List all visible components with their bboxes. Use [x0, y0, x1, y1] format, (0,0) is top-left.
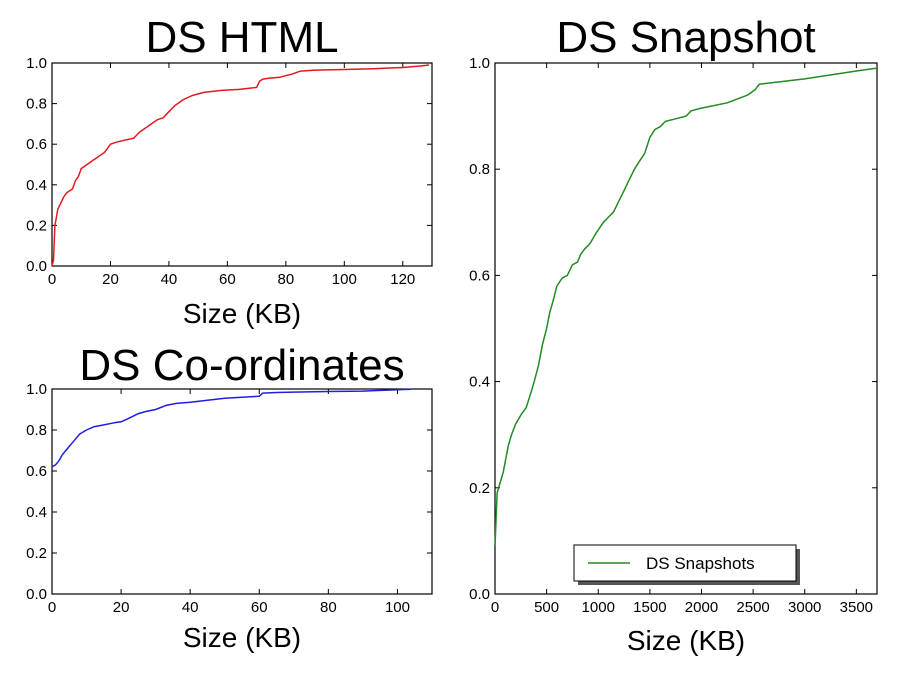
- series-line-0: [51, 64, 430, 267]
- y-tick-label: 0.8: [26, 96, 47, 113]
- x-axis-label: Size (KB): [183, 622, 301, 653]
- y-tick-label: 0.2: [26, 545, 47, 562]
- series-line-0: [51, 388, 412, 468]
- x-tick-label: 500: [534, 599, 559, 616]
- plot-frame: [51, 62, 433, 267]
- series-line-0: [494, 67, 877, 547]
- chart-title: DS Snapshot: [556, 13, 815, 62]
- y-tick-label: 0.4: [26, 177, 47, 194]
- y-tick-label: 0.4: [469, 374, 490, 391]
- chart-ds-snapshot: DS Snapshot 0 500 1000 1500 2000 2500 3000 3500 0…: [469, 13, 878, 656]
- x-tick-label: 100: [332, 271, 357, 288]
- y-tick-label: 0.2: [469, 480, 490, 497]
- x-tick-label: 40: [182, 599, 199, 616]
- plot-frame: [51, 388, 433, 595]
- y-tick-label: 0.0: [26, 586, 47, 603]
- y-tick-label: 0.6: [469, 267, 490, 284]
- x-tick-label: 60: [251, 599, 268, 616]
- x-tick-label: 2500: [736, 599, 769, 616]
- y-tick-label: 0.0: [26, 258, 47, 275]
- y-tick-label: 0.0: [469, 586, 490, 603]
- x-tick-label: 60: [219, 271, 236, 288]
- y-tick-label: 0.4: [26, 504, 47, 521]
- y-tick-label: 0.2: [26, 217, 47, 234]
- y-tick-label: 0.8: [469, 161, 490, 178]
- x-tick-label: 100: [385, 599, 410, 616]
- chart-ds-html: DS HTML 0 20 40 60 80 100 120 0.0 0.2 0.4 0.6 0.8 1.0…: [26, 13, 433, 329]
- x-tick-label: 2000: [685, 599, 718, 616]
- y-tick-label: 0.6: [26, 136, 47, 153]
- x-axis-label: Size (KB): [627, 625, 745, 656]
- y-tick-label: 0.8: [26, 422, 47, 439]
- y-tick-label: 0.6: [26, 463, 47, 480]
- x-tick-label: 0: [491, 599, 499, 616]
- x-tick-label: 120: [390, 271, 415, 288]
- legend-box: [573, 544, 797, 582]
- chart-title: DS HTML: [145, 13, 338, 62]
- x-tick-label: 80: [278, 271, 295, 288]
- x-tick-label: 0: [48, 599, 56, 616]
- chart-ds-coordinates: DS Co-ordinates 0 20 40 60 80 100 0.0 0.2 0.4 0.6 0…: [26, 341, 433, 653]
- y-tick-label: 1.0: [469, 55, 490, 72]
- y-tick-label: 1.0: [26, 381, 47, 398]
- x-tick-label: 3500: [840, 599, 873, 616]
- x-tick-label: 20: [113, 599, 130, 616]
- x-tick-label: 80: [320, 599, 337, 616]
- chart-title: DS Co-ordinates: [79, 341, 404, 390]
- x-tick-label: 40: [161, 271, 178, 288]
- x-tick-label: 20: [102, 271, 119, 288]
- x-tick-label: 0: [48, 271, 56, 288]
- x-tick-label: 3000: [788, 599, 821, 616]
- plot-frame: [494, 62, 878, 595]
- x-axis-label: Size (KB): [183, 298, 301, 329]
- legend-label: DS Snapshots: [646, 554, 755, 573]
- x-tick-label: 1000: [582, 599, 615, 616]
- x-tick-label: 1500: [633, 599, 666, 616]
- y-tick-label: 1.0: [26, 55, 47, 72]
